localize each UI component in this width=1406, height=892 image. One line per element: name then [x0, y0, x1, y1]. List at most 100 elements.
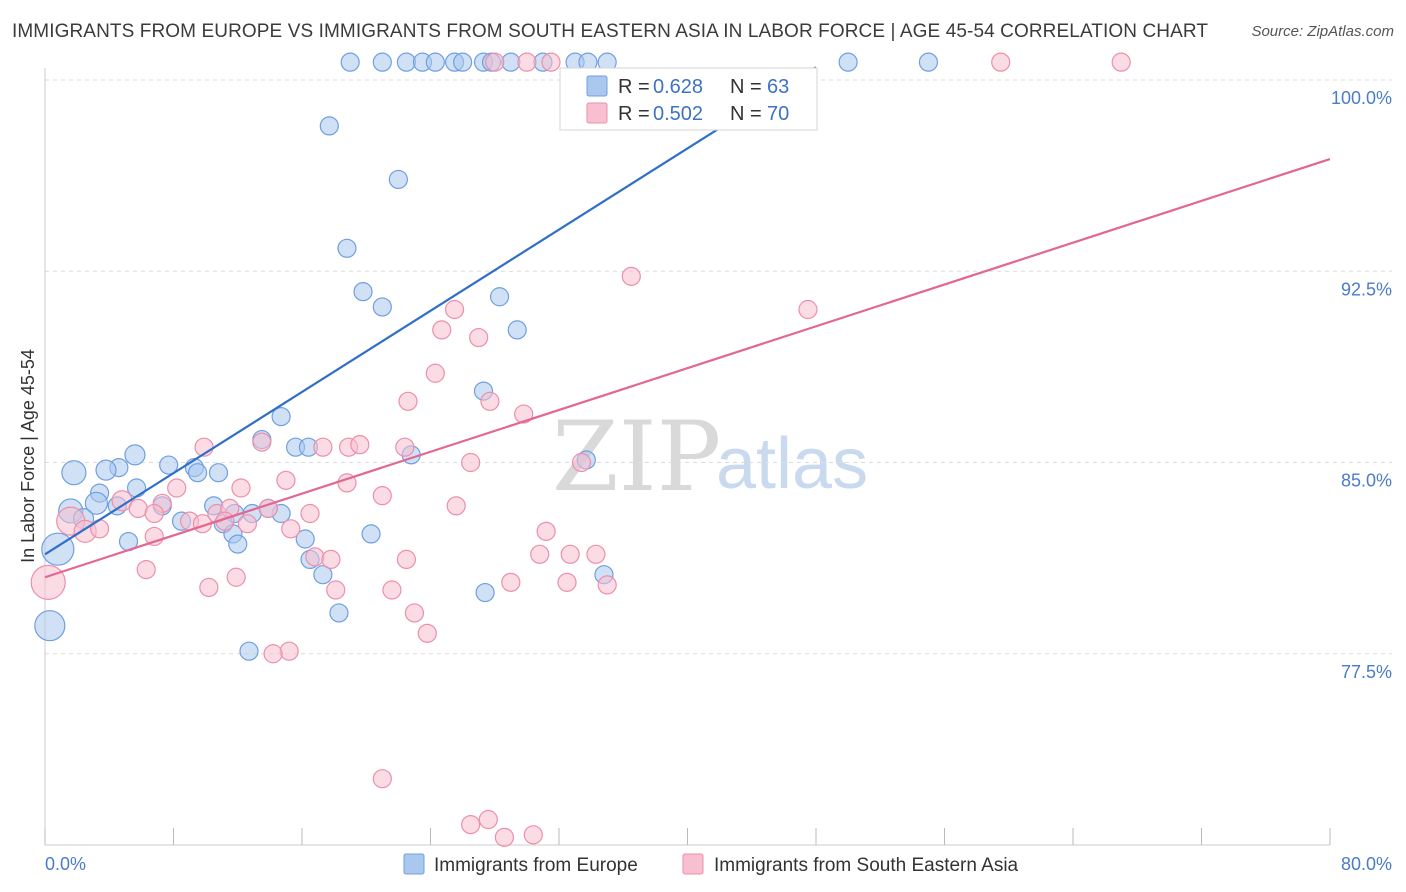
trend-line-europe	[44, 66, 817, 556]
point-europe	[453, 52, 473, 72]
point-sea	[485, 52, 505, 72]
point-europe	[61, 460, 87, 486]
legend-swatch-pink	[586, 102, 608, 124]
point-sea	[425, 363, 445, 383]
point-sea	[404, 603, 425, 623]
point-sea	[480, 391, 500, 411]
point-sea	[30, 564, 66, 600]
y-tick-label: 100.0%	[1331, 88, 1392, 108]
axes	[44, 68, 1331, 846]
point-sea	[382, 580, 402, 600]
point-sea	[237, 514, 257, 534]
trend-line-sea	[44, 158, 1331, 579]
bottom-legend: Immigrants from Europe Immigrants from S…	[403, 853, 1019, 876]
y-tick-labels: 77.5% 85.0% 92.5% 100.0%	[1331, 88, 1392, 682]
point-europe	[425, 52, 445, 72]
chart-source: Source: ZipAtlas.com	[1251, 23, 1394, 40]
y-tick-label: 85.0%	[1341, 471, 1392, 491]
point-sea	[199, 577, 219, 598]
point-europe	[918, 52, 939, 72]
point-sea	[461, 814, 481, 835]
y-tick-label: 92.5%	[1341, 279, 1392, 299]
point-europe	[313, 565, 333, 585]
point-sea	[417, 623, 437, 643]
legend: R = 0.628 N = 63 R = 0.502 N = 70	[559, 67, 818, 131]
point-sea	[536, 521, 556, 541]
legend-n-label-blue: N =	[730, 76, 762, 98]
point-europe	[329, 603, 349, 623]
point-sea	[514, 404, 534, 424]
point-sea	[541, 52, 561, 72]
point-europe	[507, 320, 527, 340]
point-sea	[313, 437, 333, 457]
point-sea	[494, 827, 514, 847]
point-sea	[350, 435, 370, 455]
point-sea	[446, 496, 466, 516]
y-tick-label: 77.5%	[1341, 662, 1392, 682]
point-europe	[295, 529, 315, 549]
point-sea	[326, 580, 346, 600]
point-europe	[353, 282, 373, 302]
point-sea	[281, 519, 301, 539]
point-sea	[597, 575, 617, 595]
bottom-legend-label-pink: Immigrants from South Eastern Asia	[714, 855, 1019, 876]
point-sea	[300, 503, 320, 524]
point-europe	[84, 491, 109, 515]
point-europe	[489, 287, 510, 307]
point-europe	[159, 455, 179, 475]
point-sea	[444, 299, 465, 320]
point-sea	[501, 572, 521, 592]
point-europe	[501, 52, 521, 72]
point-europe	[388, 169, 408, 190]
data-points	[30, 52, 1131, 847]
legend-n-value-blue: 63	[767, 76, 789, 98]
watermark-atlas: atlas	[716, 424, 868, 504]
point-sea	[530, 544, 550, 564]
point-sea	[557, 572, 577, 592]
point-sea	[398, 391, 418, 411]
point-europe	[475, 582, 495, 603]
point-sea	[560, 544, 580, 564]
chart-title: IMMIGRANTS FROM EUROPE VS IMMIGRANTS FRO…	[12, 21, 1209, 42]
point-sea	[136, 559, 156, 580]
point-europe	[228, 534, 248, 554]
point-sea	[144, 503, 164, 524]
point-sea	[167, 478, 187, 498]
point-sea	[231, 478, 251, 498]
legend-r-label-pink: R =	[618, 103, 650, 125]
point-sea	[396, 549, 417, 570]
point-sea	[461, 452, 481, 473]
point-sea	[128, 498, 148, 518]
point-sea	[263, 644, 283, 664]
legend-r-value-pink: 0.502	[653, 103, 703, 125]
legend-n-value-pink: 70	[767, 103, 789, 125]
point-sea	[469, 327, 489, 348]
point-sea	[395, 437, 415, 457]
point-sea	[279, 641, 299, 661]
point-sea	[621, 266, 641, 286]
legend-r-value-blue: 0.628	[653, 76, 703, 98]
point-europe	[361, 524, 381, 544]
point-europe	[34, 610, 66, 642]
y-axis-label: In Labor Force | Age 45-54	[18, 349, 38, 563]
point-sea	[571, 452, 592, 473]
point-europe	[396, 52, 417, 72]
point-europe	[239, 641, 259, 661]
point-europe	[208, 463, 229, 483]
point-sea	[432, 320, 452, 340]
point-sea	[372, 486, 392, 506]
point-sea	[586, 544, 606, 564]
legend-n-label-pink: N =	[730, 103, 762, 125]
gridlines	[45, 79, 1392, 655]
bottom-legend-swatch-pink	[682, 853, 704, 875]
point-sea	[372, 769, 392, 789]
point-sea	[252, 432, 272, 452]
point-sea	[1111, 52, 1131, 72]
bottom-legend-label-blue: Immigrants from Europe	[434, 855, 638, 876]
legend-swatch-blue	[586, 75, 608, 97]
point-europe	[838, 52, 858, 72]
point-sea	[305, 547, 325, 567]
point-europe	[124, 444, 146, 466]
bottom-legend-swatch-blue	[403, 853, 425, 875]
